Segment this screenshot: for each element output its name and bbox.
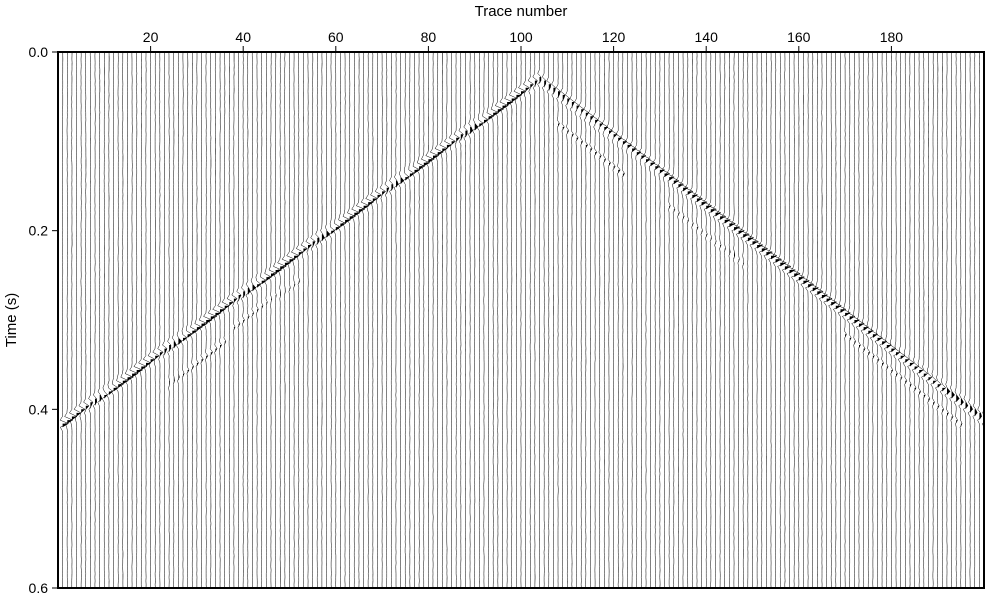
svg-text:Time (s): Time (s) [3,293,20,347]
svg-text:40: 40 [235,29,251,45]
svg-text:80: 80 [421,29,437,45]
seismic-shot-gather-chart: Trace number 20 40 60 80 100 120 140 160 180 Time … [0,0,1000,604]
svg-text:140: 140 [695,29,719,45]
svg-text:20: 20 [143,29,159,45]
svg-text:0.0: 0.0 [29,44,49,60]
svg-text:0.2: 0.2 [29,223,49,239]
svg-text:0.4: 0.4 [29,401,49,417]
svg-text:180: 180 [880,29,904,45]
svg-text:100: 100 [509,29,533,45]
svg-text:0.6: 0.6 [29,580,49,596]
svg-text:120: 120 [602,29,626,45]
svg-text:Trace number: Trace number [475,3,568,20]
svg-text:160: 160 [787,29,811,45]
svg-text:60: 60 [328,29,344,45]
